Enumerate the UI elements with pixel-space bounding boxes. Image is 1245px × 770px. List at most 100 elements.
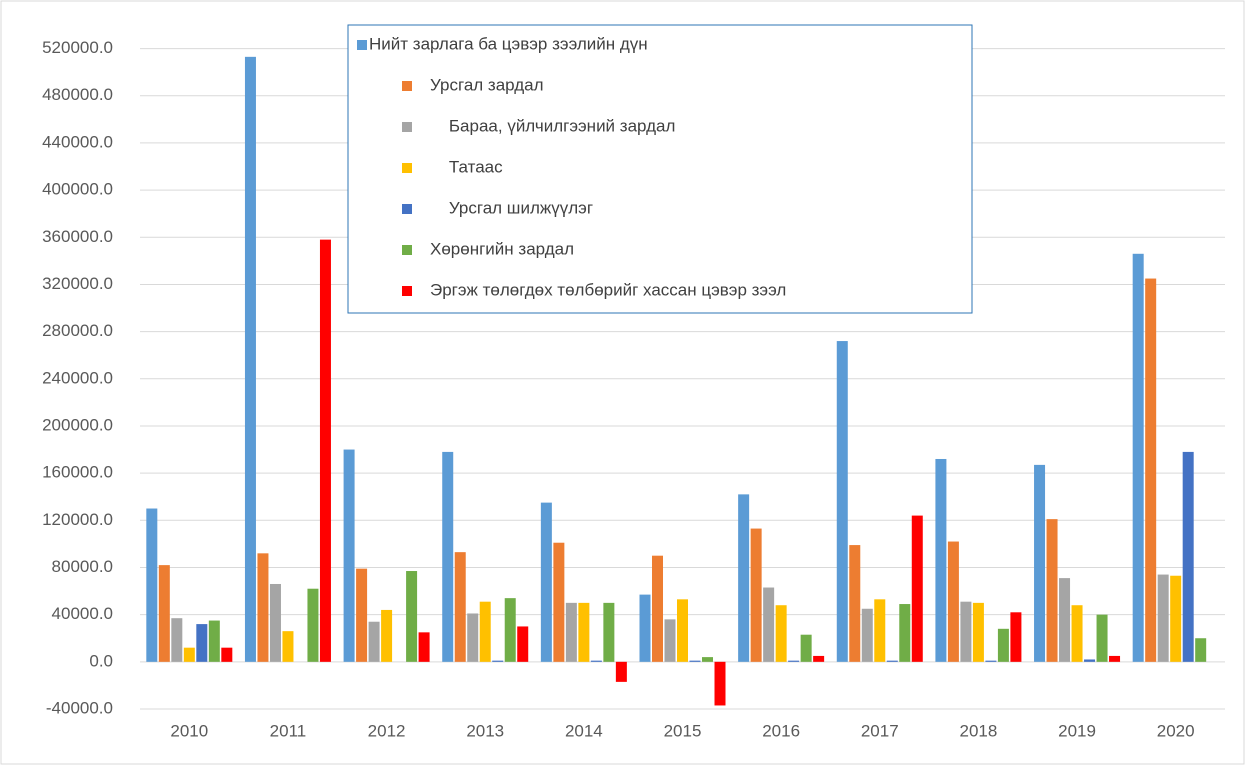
y-tick-label: 40000.0 [52, 604, 113, 623]
bar [158, 565, 170, 662]
bar [603, 602, 615, 662]
bar [1157, 574, 1169, 662]
bar [714, 661, 726, 706]
bar [540, 502, 552, 662]
x-tick-label: 2010 [170, 721, 208, 740]
bar [565, 602, 577, 662]
x-tick-label: 2019 [1058, 721, 1096, 740]
bar [899, 604, 911, 662]
legend-swatch [402, 245, 412, 255]
bar [861, 608, 873, 662]
legend-label: Нийт зарлага ба цэвэр зээлийн дүн [369, 34, 648, 53]
x-tick-label: 2015 [664, 721, 702, 740]
bar [702, 657, 713, 662]
bar [257, 553, 269, 662]
bar [1195, 638, 1207, 662]
bar [788, 660, 800, 662]
y-tick-label: 160000.0 [42, 463, 113, 482]
x-tick-label: 2013 [466, 721, 504, 740]
y-tick-label: 360000.0 [42, 227, 113, 246]
legend-label: Урсгал шилжүүлэг [430, 198, 593, 217]
bar [381, 609, 393, 662]
bar [677, 599, 688, 662]
y-tick-label: 320000.0 [42, 274, 113, 293]
bar [836, 341, 848, 662]
bar [406, 571, 418, 662]
y-tick-label: 80000.0 [52, 557, 113, 576]
legend-label: Бараа, үйлчилгээний зардал [430, 116, 675, 135]
legend-label: Эргэж төлөгдөх төлбөрийг хассан цэвэр зэ… [430, 280, 786, 299]
legend-swatch [402, 286, 412, 296]
bar [454, 552, 466, 662]
x-tick-label: 2017 [861, 721, 899, 740]
bar [800, 634, 812, 662]
x-tick-label: 2016 [762, 721, 800, 740]
bar [578, 602, 590, 662]
bar [1096, 614, 1108, 662]
legend-box [347, 24, 973, 314]
bar [442, 451, 454, 662]
y-tick-label: -40000.0 [46, 698, 113, 717]
legend-label: Хөрөнгийн зардал [430, 239, 574, 258]
bar [208, 620, 220, 662]
bar [775, 605, 787, 662]
bar [343, 449, 355, 662]
x-tick-label: 2018 [959, 721, 997, 740]
x-tick-label: 2011 [270, 721, 307, 740]
y-tick-label: 440000.0 [42, 132, 113, 151]
legend-label: Татаас [430, 157, 503, 176]
legend-label: Урсгал зардал [430, 75, 544, 94]
bar [244, 56, 256, 662]
bar [947, 541, 959, 662]
bar [849, 545, 861, 662]
y-tick-label: 240000.0 [42, 368, 113, 387]
bar [874, 599, 886, 662]
legend-swatch [402, 81, 412, 91]
bar [935, 458, 947, 662]
bar [1059, 578, 1071, 662]
legend-swatch [402, 122, 412, 132]
bar [960, 601, 972, 662]
bar [479, 601, 491, 662]
bar [1010, 612, 1022, 662]
bar [615, 661, 627, 682]
bar [590, 660, 602, 662]
y-tick-label: 280000.0 [42, 321, 113, 340]
bar [504, 598, 516, 662]
bar [368, 621, 380, 662]
bar [1170, 575, 1182, 662]
bar [319, 239, 331, 662]
bar [269, 583, 281, 662]
legend-swatch [402, 163, 412, 173]
y-tick-label: 0.0 [89, 651, 113, 670]
bar [183, 647, 195, 662]
bar [985, 660, 997, 662]
bar [738, 494, 750, 662]
bar [813, 655, 825, 662]
bar [1084, 659, 1096, 662]
legend-swatch [357, 40, 367, 50]
y-tick-label: 400000.0 [42, 180, 113, 199]
bar [307, 588, 319, 662]
x-tick-label: 2012 [368, 721, 406, 740]
y-tick-label: 200000.0 [42, 415, 113, 434]
x-tick-label: 2020 [1157, 721, 1195, 740]
bar [171, 618, 183, 662]
bar [1109, 655, 1121, 662]
bar [553, 542, 565, 662]
bar [196, 624, 208, 662]
bar [886, 660, 898, 662]
bar [418, 632, 430, 662]
x-tick-label: 2014 [565, 721, 603, 740]
bar [911, 515, 923, 662]
legend-swatch [402, 204, 412, 214]
bar [282, 631, 294, 662]
bar [997, 628, 1009, 662]
bar [1046, 519, 1058, 662]
bar [356, 568, 368, 662]
y-tick-label: 120000.0 [42, 510, 113, 529]
bar [689, 660, 701, 662]
bar [1071, 605, 1083, 662]
bar [639, 594, 651, 662]
